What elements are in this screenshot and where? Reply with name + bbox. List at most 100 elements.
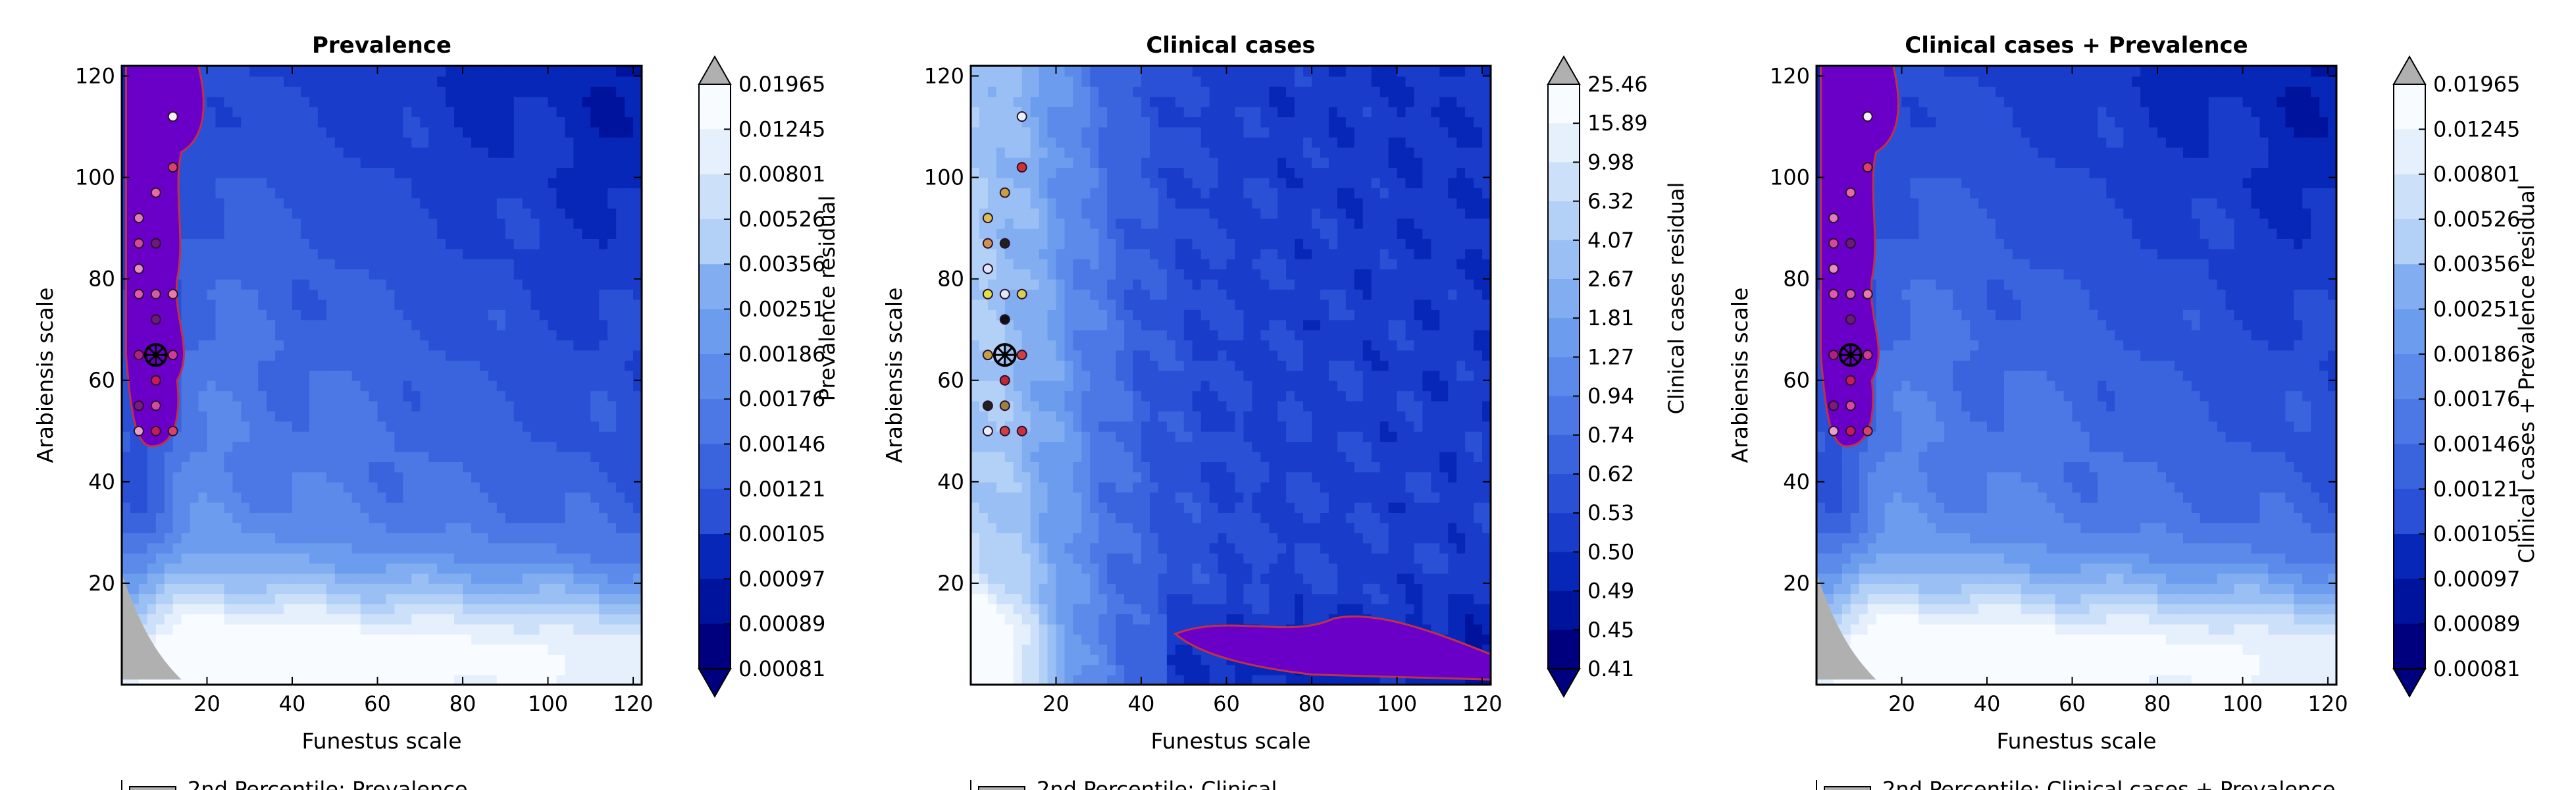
data-point xyxy=(167,425,178,436)
colorbar: 25.46 15.89 9.98 6.32 4.07 2.67 1.81 1.27 0.94 0.… xyxy=(1547,55,1648,698)
y-tick-label: 100 xyxy=(1770,165,1810,190)
legend: 2nd Percentile: Clinical cases + Prevale… xyxy=(1816,777,2335,790)
data-point xyxy=(1828,350,1839,361)
colorbar-extend-bottom xyxy=(2392,668,2427,698)
plot-frame xyxy=(1815,65,2338,686)
data-point xyxy=(1016,111,1027,122)
colorbar-segment xyxy=(1548,162,1580,202)
colorbar-segment xyxy=(1548,552,1580,592)
colorbar-segment xyxy=(2394,309,2425,355)
data-point xyxy=(982,263,993,275)
colorbar-label: Prevalence residual xyxy=(815,196,840,402)
colorbar-tick-label: 0.00801 xyxy=(738,162,825,187)
colorbar-tick-label: 25.46 xyxy=(1587,72,1648,97)
x-tick-label: 80 xyxy=(450,691,477,716)
colorbar-segment xyxy=(1548,279,1580,319)
colorbar-segment xyxy=(1548,591,1580,631)
colorbar-segment xyxy=(699,399,731,445)
colorbar-tick-label: 4.07 xyxy=(1587,228,1634,253)
colorbar-segment xyxy=(699,84,731,130)
colorbar-segment xyxy=(2394,264,2425,310)
colorbar-tick-label: 0.00356 xyxy=(2433,251,2520,276)
colorbar-segment xyxy=(699,264,731,310)
data-point xyxy=(982,425,993,436)
colorbar-segment xyxy=(699,354,731,400)
y-axis-label: Arabiensis scale xyxy=(881,288,907,463)
data-point xyxy=(999,425,1010,436)
y-tick-label: 20 xyxy=(937,571,964,596)
data-point xyxy=(1016,425,1027,436)
contour-field xyxy=(122,66,642,685)
data-point xyxy=(167,288,178,300)
colorbar: 0.01965 0.01245 0.00801 0.00526 0.00356 0.002… xyxy=(2392,55,2520,698)
colorbar-extend-top xyxy=(698,55,732,85)
colorbar-tick-label: 1.27 xyxy=(1587,344,1634,369)
colorbar-tick-label: 0.00251 xyxy=(738,297,825,322)
plot-frame xyxy=(969,65,1492,686)
colorbar-segment xyxy=(2394,174,2425,220)
data-point xyxy=(133,425,144,436)
colorbar-tick-label: 6.32 xyxy=(1587,189,1634,214)
colorbar-label: Clinical cases + Prevalence residual xyxy=(2514,184,2539,563)
colorbar-segment xyxy=(2394,399,2425,445)
colorbar-tick-label: 0.00146 xyxy=(2433,431,2520,456)
y-axis-label: Arabiensis scale xyxy=(32,288,58,463)
contour-field xyxy=(1816,66,2336,685)
x-tick-label: 20 xyxy=(1888,691,1915,716)
colorbar-segment xyxy=(699,534,731,580)
colorbar-segment xyxy=(1548,123,1580,163)
x-tick-label: 100 xyxy=(528,691,568,716)
colorbar-segment xyxy=(699,623,731,670)
legend: 2nd Percentile: Prevalence xyxy=(121,777,468,790)
data-point xyxy=(1828,213,1839,224)
data-point xyxy=(1862,111,1873,122)
y-axis-label: Arabiensis scale xyxy=(1727,288,1753,463)
data-point xyxy=(999,187,1010,198)
legend-label: 2nd Percentile: Clinical cases + Prevale… xyxy=(1882,777,2335,790)
data-point xyxy=(999,400,1010,411)
data-point xyxy=(1845,187,1856,198)
colorbar-segment xyxy=(2394,84,2425,130)
clipped-region xyxy=(122,573,182,680)
data-point xyxy=(1016,288,1027,300)
colorbar-segment xyxy=(699,488,731,535)
significant-region xyxy=(1173,615,1491,681)
data-point xyxy=(982,400,993,411)
y-tick-label: 120 xyxy=(75,63,115,88)
colorbar-extend-bottom xyxy=(1547,668,1581,698)
x-tick-label: 80 xyxy=(2144,691,2171,716)
legend-label: 2nd Percentile: Prevalence xyxy=(188,777,468,790)
data-point xyxy=(1845,314,1856,325)
colorbar-segment xyxy=(699,309,731,355)
colorbar-segment xyxy=(1548,240,1580,280)
best-fit-marker xyxy=(1838,343,1863,367)
data-point xyxy=(167,350,178,361)
data-point xyxy=(1845,288,1856,300)
colorbar-segment xyxy=(1548,84,1580,124)
colorbar-tick-label: 0.00176 xyxy=(2433,386,2520,411)
colorbar-label: Clinical cases residual xyxy=(1664,182,1689,415)
contour-field xyxy=(971,66,1491,685)
data-point xyxy=(1845,425,1856,436)
data-point xyxy=(1016,350,1027,361)
colorbar-tick-label: 0.00146 xyxy=(738,431,825,456)
data-point xyxy=(150,288,161,300)
best-fit-marker xyxy=(143,343,168,367)
colorbar-segment xyxy=(2394,444,2425,490)
x-tick-label: 60 xyxy=(1213,691,1240,716)
x-axis-label: Funestus scale xyxy=(301,728,461,754)
x-tick-label: 80 xyxy=(1299,691,1326,716)
colorbar-tick-label: 0.00081 xyxy=(738,656,825,681)
data-point xyxy=(999,375,1010,386)
colorbar-segment xyxy=(1548,318,1580,358)
colorbar-segment xyxy=(1548,201,1580,241)
y-tick-label: 80 xyxy=(1783,267,1810,292)
colorbar-segment xyxy=(2394,488,2425,535)
y-tick-label: 60 xyxy=(937,368,964,393)
data-point xyxy=(150,375,161,386)
x-tick-label: 40 xyxy=(1974,691,2001,716)
colorbar-tick-label: 0.01245 xyxy=(738,117,825,142)
data-point xyxy=(1862,162,1873,173)
chart-title: Clinical cases xyxy=(1146,32,1315,59)
legend-label: 2nd Percentile: Clinical xyxy=(1037,777,1277,790)
